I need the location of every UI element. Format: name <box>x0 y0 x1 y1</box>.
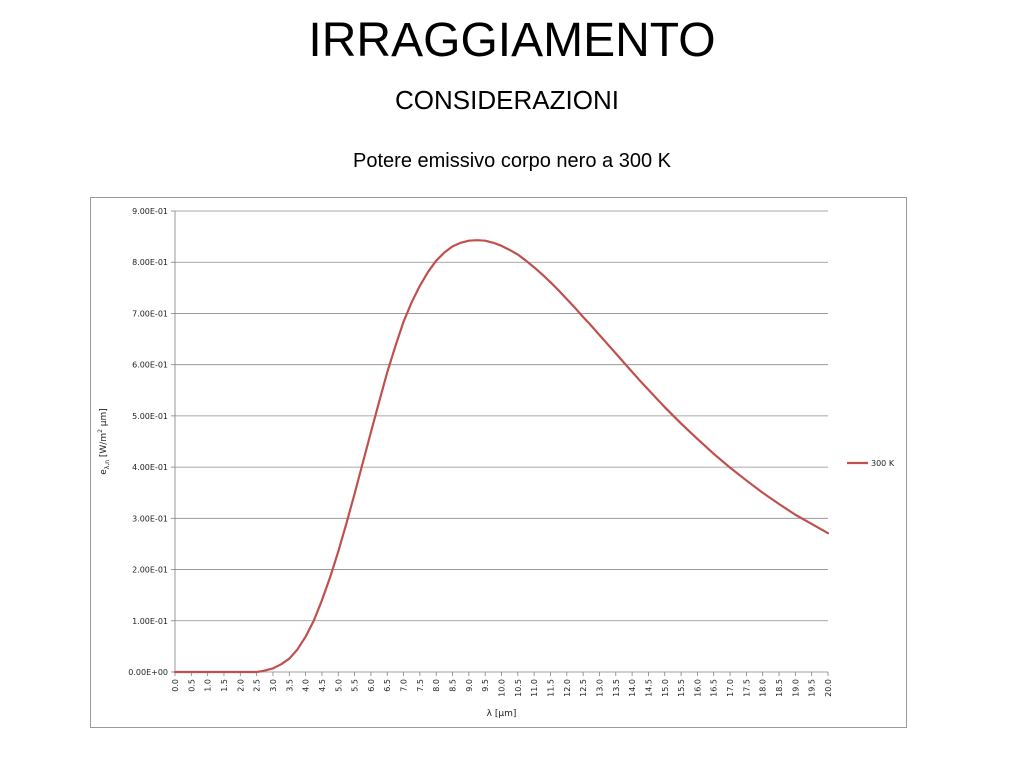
x-tick-label: 19.5 <box>808 679 817 697</box>
y-tick-label: 6.00E-01 <box>132 361 168 370</box>
y-axis-label-part: μm] <box>99 408 109 429</box>
x-tick-label: 19.0 <box>791 679 800 697</box>
x-tick-label: 5.0 <box>334 679 343 692</box>
x-tick-label: 11.0 <box>530 679 539 697</box>
slide-subtitle: CONSIDERAZIONI <box>395 85 619 115</box>
x-tick-label: 9.5 <box>481 679 490 692</box>
x-tick-label: 4.5 <box>318 679 327 692</box>
y-axis-label-part: [W/m <box>99 433 109 460</box>
x-tick-label: 10.0 <box>498 679 507 697</box>
x-tick-label: 6.5 <box>383 679 392 692</box>
x-tick-label: 9.0 <box>465 679 474 692</box>
y-axis-label: eλ,n [W/m2 μm] <box>97 408 111 475</box>
chart-frame: 0.00E+00 1.00E-01 2.00E-01 3.00E-01 4.00E-01… <box>90 197 907 728</box>
x-tick-label: 3.5 <box>285 679 294 692</box>
x-tick-label: 0.5 <box>187 679 196 692</box>
chart-caption: Potere emissivo corpo nero a 300 K <box>353 150 671 172</box>
x-tick-label: 15.0 <box>661 679 670 697</box>
legend-label: 300 K <box>871 459 895 468</box>
x-tick-label: 18.5 <box>775 679 784 697</box>
line-chart: 0.00E+00 1.00E-01 2.00E-01 3.00E-01 4.00E-01… <box>97 207 895 719</box>
series-lines <box>173 239 830 674</box>
x-tick-label: 12.5 <box>579 679 588 697</box>
x-tick-label: 18.0 <box>759 679 768 697</box>
x-tick-label: 2.5 <box>253 679 262 692</box>
x-tick-label: 8.5 <box>449 679 458 692</box>
x-tick-label: 12.0 <box>563 679 572 697</box>
x-tick-label: 16.0 <box>693 679 702 697</box>
x-tick-label: 7.0 <box>400 679 409 692</box>
x-tick-label: 13.0 <box>595 679 604 697</box>
legend: 300 K <box>847 459 895 468</box>
x-axis-label: λ [μm] <box>487 709 517 719</box>
y-tick-label: 2.00E-01 <box>132 566 168 575</box>
y-tick-label: 7.00E-01 <box>132 309 168 318</box>
y-tick-label: 4.00E-01 <box>132 463 168 472</box>
y-axis-label-part: e <box>99 469 109 475</box>
x-tick-label: 11.5 <box>546 679 555 697</box>
x-tick-label: 17.0 <box>726 679 735 697</box>
series-line <box>173 239 830 674</box>
x-tick-label: 10.5 <box>514 679 523 697</box>
x-tick-label: 4.0 <box>302 679 311 692</box>
x-tick-label: 5.5 <box>351 679 360 692</box>
x-tick-labels: 0.0 0.5 1.0 1.5 2.0 2.5 3.0 3.5 4.0 4.5 5.0 5.5 6.0 6… <box>171 679 833 697</box>
y-tick-label: 8.00E-01 <box>132 258 168 267</box>
x-tick-label: 3.0 <box>269 679 278 692</box>
y-tick-labels: 0.00E+00 1.00E-01 2.00E-01 3.00E-01 4.00E-01… <box>128 207 168 677</box>
y-tick-label: 1.00E-01 <box>132 617 168 626</box>
y-axis-label-part: λ,n <box>104 460 111 469</box>
y-axis-label-part: 2 <box>97 429 104 433</box>
x-tick-label: 16.5 <box>710 679 719 697</box>
gridlines <box>175 210 828 622</box>
y-tick-label: 5.00E-01 <box>132 412 168 421</box>
x-tick-label: 7.5 <box>416 679 425 692</box>
axes <box>171 210 829 676</box>
x-tick-label: 0.0 <box>171 679 180 692</box>
x-tick-label: 14.5 <box>644 679 653 697</box>
x-tick-label: 17.5 <box>742 679 751 697</box>
y-tick-label: 0.00E+00 <box>128 668 168 677</box>
x-tick-label: 15.5 <box>677 679 686 697</box>
y-tick-label: 9.00E-01 <box>132 207 168 216</box>
x-tick-label: 1.0 <box>204 679 213 692</box>
x-tick-label: 20.0 <box>824 679 833 697</box>
x-tick-label: 14.0 <box>628 679 637 697</box>
y-tick-label: 3.00E-01 <box>132 514 168 523</box>
x-tick-label: 2.0 <box>236 679 245 692</box>
x-tick-label: 13.5 <box>612 679 621 697</box>
x-tick-label: 8.0 <box>432 679 441 692</box>
slide-title: IRRAGGIAMENTO <box>308 14 716 67</box>
x-tick-label: 6.0 <box>367 679 376 692</box>
x-tick-label: 1.5 <box>220 679 229 692</box>
